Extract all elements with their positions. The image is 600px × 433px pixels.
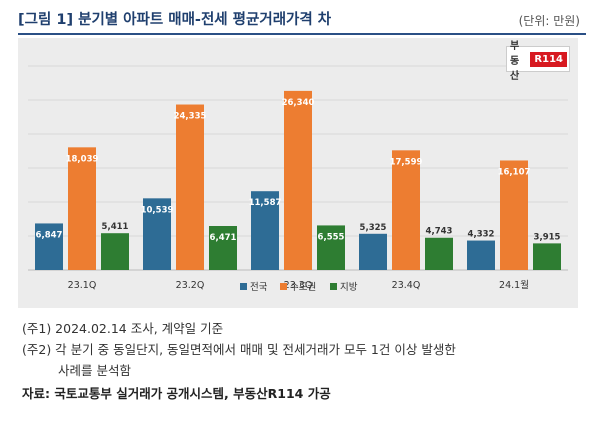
- chart-area: 6,847 18,039 5,411 23.1Q 10,539 24,335 6,471 23…: [18, 38, 578, 308]
- chart-title: [그림 1] 분기별 아파트 매매-전세 평균거래가격 차: [18, 12, 332, 28]
- x-tick-label: 23.3Q: [284, 280, 313, 291]
- data-label: 4,743: [426, 227, 453, 237]
- x-tick-label: 24.1월: [499, 279, 529, 291]
- legend-swatch-전국: [240, 283, 247, 290]
- legend-swatch-수도권: [280, 283, 287, 290]
- legend-label: 수도권: [290, 281, 316, 293]
- bar-지방-23.1Q: [101, 233, 129, 270]
- legend-swatch-지방: [330, 283, 337, 290]
- bar-수도권-23.3Q: [284, 90, 312, 270]
- bar-전국-23.2Q: [143, 198, 171, 270]
- data-label: 11,587: [249, 198, 282, 208]
- data-label: 18,039: [66, 154, 99, 164]
- bar-지방-24.1월: [533, 243, 561, 270]
- data-label: 17,599: [390, 157, 423, 167]
- bar-지방-23.4Q: [425, 237, 453, 270]
- bar-chart: 6,847 18,039 5,411 23.1Q 10,539 24,335 6,471 23…: [28, 65, 568, 293]
- note-2: (주2) 각 분기 중 동일단지, 동일면적에서 매매 및 전세거래가 모두 1…: [22, 342, 456, 357]
- data-label: 5,411: [102, 222, 129, 232]
- data-label: 10,539: [141, 205, 174, 215]
- data-label: 6,471: [210, 233, 237, 243]
- data-label: 5,325: [360, 223, 387, 233]
- bar-전국-24.1월: [467, 240, 495, 270]
- note-2-continued: 사례를 분석함: [58, 363, 131, 378]
- unit-label: (단위: 만원): [518, 14, 580, 28]
- legend-label: 지방: [340, 282, 358, 293]
- bar-수도권-23.1Q: [68, 147, 96, 270]
- logo-text: 부동산: [510, 40, 520, 82]
- data-label: 26,340: [282, 98, 315, 108]
- brand-logo: 부동산 R114: [506, 41, 570, 82]
- title-rule: [18, 33, 586, 35]
- data-label: 16,107: [498, 167, 531, 177]
- notes-section: (주1) 2024.02.14 조사, 계약일 기준 (주2) 각 분기 중 동…: [22, 318, 456, 404]
- data-label: 3,915: [534, 232, 561, 242]
- bar-수도권-23.2Q: [176, 104, 204, 270]
- data-label: 6,847: [36, 230, 63, 240]
- source-note: 자료: 국토교통부 실거래가 공개시스템, 부동산R114 가공: [22, 386, 331, 401]
- data-label: 4,332: [468, 230, 495, 240]
- bar-수도권-23.4Q: [392, 150, 420, 270]
- bar-전국-23.3Q: [251, 191, 279, 270]
- bar-지방-23.3Q: [317, 225, 345, 270]
- logo-mark: R114: [530, 51, 567, 67]
- x-tick-label: 23.1Q: [68, 280, 97, 291]
- data-label: 24,335: [174, 112, 207, 122]
- note-1: (주1) 2024.02.14 조사, 계약일 기준: [22, 321, 224, 336]
- data-label: 6,555: [318, 232, 345, 242]
- x-tick-label: 23.2Q: [176, 280, 205, 291]
- legend-label: 전국: [250, 282, 268, 293]
- bar-전국-23.1Q: [35, 223, 63, 270]
- x-tick-label: 23.4Q: [392, 280, 421, 291]
- bar-지방-23.2Q: [209, 225, 237, 270]
- bar-전국-23.4Q: [359, 233, 387, 270]
- bar-수도권-24.1월: [500, 160, 528, 270]
